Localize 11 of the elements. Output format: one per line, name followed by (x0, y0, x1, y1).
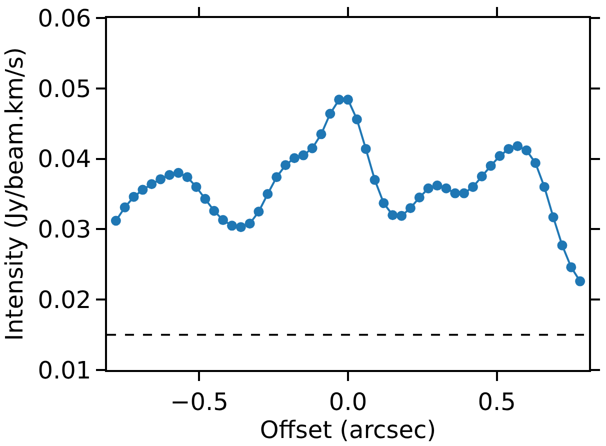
y-tick-label: 0.06 (38, 4, 92, 32)
y-tick-label: 0.04 (38, 145, 92, 174)
x-tick-label: 0.5 (478, 388, 516, 416)
y-tick-label: 0.03 (38, 216, 92, 244)
y-axis-title: Intensity (Jy/beam.km/s) (0, 47, 28, 341)
x-tick-label: −0.5 (170, 388, 228, 416)
y-tick-label: 0.05 (38, 74, 92, 103)
x-tick-label: 0.0 (328, 388, 368, 416)
y-tick-label: 0.02 (38, 286, 92, 314)
y-tick-label: 0.01 (38, 356, 92, 384)
x-axis-title: Offset (arcsec) (260, 416, 436, 444)
